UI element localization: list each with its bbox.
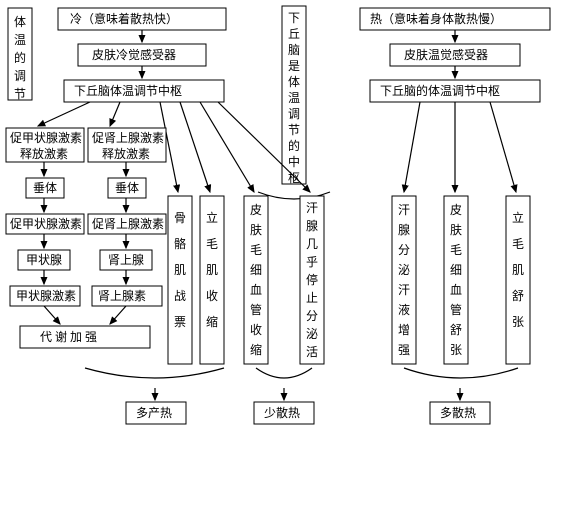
hot-group-text: 多散热 [440,405,476,420]
cold-r2-text: 促肾上腺激素 [92,217,164,231]
hot-center-text: 下丘脑的体温调节中枢 [380,83,500,98]
mid-brace [256,368,312,378]
arrow [200,102,254,192]
cold-receptor-text: 皮肤冷觉感受器 [92,47,176,62]
cold-l2-text: 促甲状腺激素 [10,217,82,231]
hot-vcol2-box [444,196,468,364]
hot-top-text: 热（意味着身体散热慢） [370,11,502,26]
center-vertical-text: 下 丘 脑 是 体 温 调 节 的 中 枢 [288,11,303,185]
cold-group-text: 多产热 [136,406,172,420]
cold-r4-text: 肾上腺素 [98,289,146,303]
cold-top-text: 冷（意味着散热快） [70,11,178,26]
cold-r1-text: 垂体 [115,181,139,195]
arrow [44,306,60,324]
mid-vcol1-box [244,196,268,364]
arrow [490,102,516,192]
hot-brace [404,368,518,378]
cold-l1-text: 垂体 [33,181,57,195]
hot-receptor-text: 皮肤温觉感受器 [404,47,488,62]
cold-brace [85,368,224,378]
arrow [38,102,90,126]
hot-vcol1-box [392,196,416,364]
arrow [110,102,120,126]
cold-r3-text: 肾上腺 [108,253,144,267]
mid-group-text: 少散热 [264,405,300,420]
arrow [110,306,126,324]
cold-l3-text: 甲状腺 [26,253,62,267]
arrow [180,102,210,192]
metabolism-text: 代 谢 加 强 [40,329,97,344]
cold-l4-text: 甲状腺激素 [16,289,76,303]
cold-center-text: 下丘脑体温调节中枢 [74,83,182,98]
arrow [404,102,420,192]
